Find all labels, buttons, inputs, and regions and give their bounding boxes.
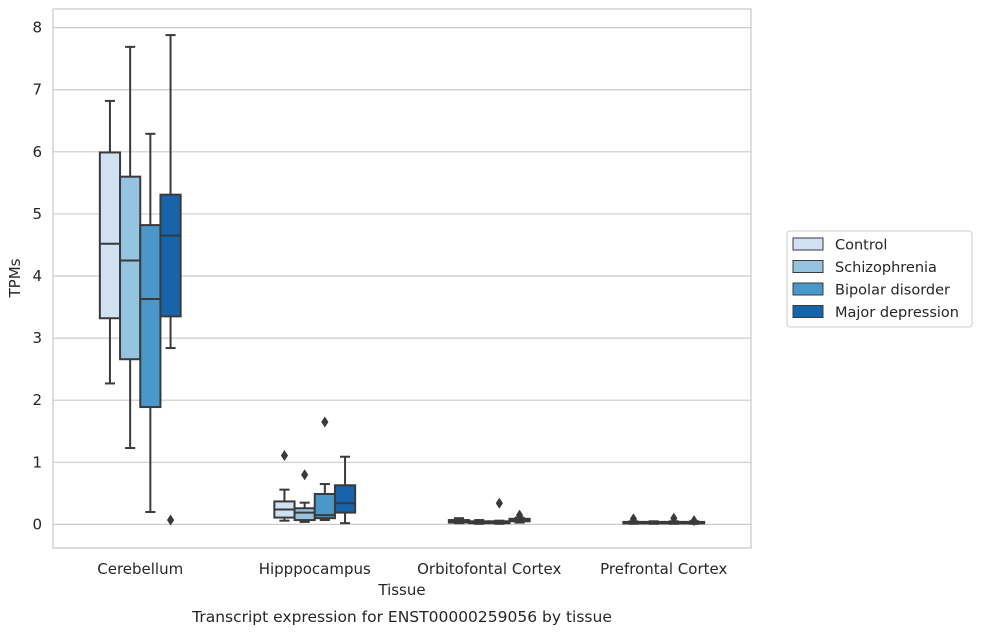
- legend-label: Schizophrenia: [835, 260, 937, 276]
- outlier-point: [629, 513, 638, 525]
- outlier-point: [280, 449, 289, 461]
- legend-item: Major depression: [792, 305, 959, 321]
- legend-item: Schizophrenia: [792, 260, 937, 276]
- box: [333, 484, 357, 514]
- legend-swatch: [792, 305, 824, 318]
- outlier-point: [515, 509, 524, 521]
- box: [293, 507, 316, 522]
- box-series: [98, 34, 706, 527]
- x-axis-title: Tissue: [377, 581, 425, 599]
- series-control: [98, 99, 645, 525]
- y-tick-label: 0: [32, 515, 42, 533]
- outlier-point: [690, 515, 698, 527]
- outlier-point: [321, 416, 329, 428]
- legend-label: Control: [835, 238, 887, 254]
- y-tick-label: 3: [32, 329, 42, 347]
- legend-label: Major depression: [835, 305, 959, 321]
- grid-lines: [53, 27, 751, 526]
- box: [159, 193, 182, 318]
- x-tick-label: Hipppocampus: [259, 560, 371, 578]
- box: [139, 224, 162, 409]
- legend-item: Bipolar disorder: [792, 282, 950, 299]
- outlier-point: [166, 514, 175, 526]
- legend-label: Bipolar disorder: [835, 283, 950, 299]
- x-tick-label: Cerebellum: [97, 560, 183, 578]
- box: [119, 175, 142, 361]
- outlier-point: [301, 469, 309, 481]
- y-tick-label: 1: [32, 453, 42, 471]
- y-tick-label: 5: [32, 205, 42, 223]
- plot-frame: [52, 8, 752, 549]
- x-tick-label: Prefrontal Cortex: [600, 560, 727, 578]
- outlier-point: [495, 497, 503, 509]
- legend-swatch: [792, 260, 824, 273]
- y-tick-label: 7: [32, 81, 42, 99]
- legend-frame: [786, 230, 973, 328]
- y-tick-label: 4: [32, 267, 42, 285]
- x-tick-labels: Cerebellum Hipppocampus Orbitofontal Corte…: [97, 560, 727, 578]
- box: [98, 151, 122, 320]
- series-major-depression: [159, 34, 706, 527]
- legend-swatch: [792, 282, 824, 296]
- x-tick-label: Orbitofontal Cortex: [417, 560, 561, 578]
- legend: Control Schizophrenia Bipolar disorder Majo…: [786, 230, 973, 328]
- legend-item: Control: [792, 237, 887, 254]
- y-tick-label: 6: [32, 143, 42, 161]
- outlier-point: [670, 512, 678, 524]
- y-tick-labels: 0 1 2 3 4 5 6 7 8: [32, 19, 42, 534]
- legend-swatch: [792, 237, 824, 251]
- chart-caption: Transcript expression for ENST0000025905…: [191, 608, 612, 626]
- y-axis-title: TPMs: [6, 258, 24, 298]
- y-tick-label: 2: [32, 391, 42, 409]
- series-bipolar-disorder: [139, 132, 685, 525]
- y-tick-label: 8: [32, 19, 42, 37]
